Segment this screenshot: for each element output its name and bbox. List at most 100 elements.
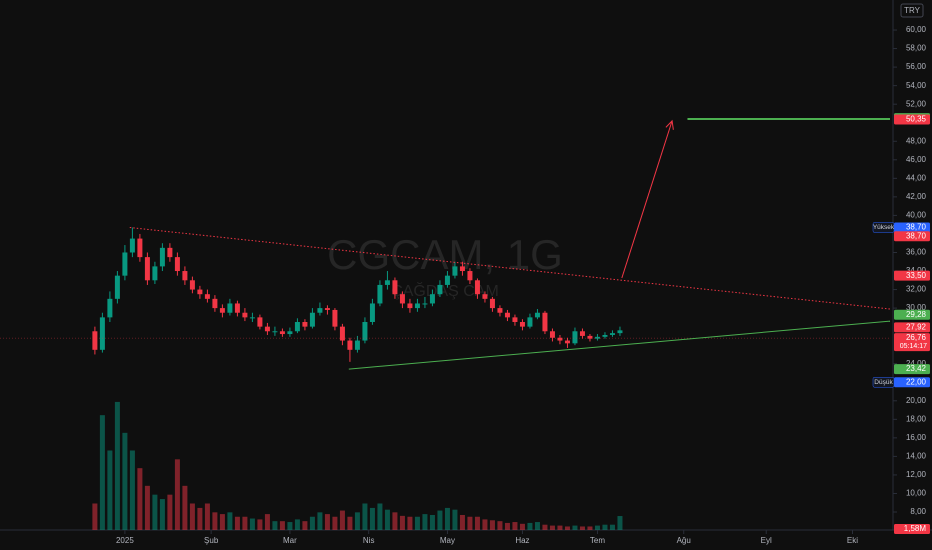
volume-bar — [437, 510, 443, 530]
price-badge-label: 29,28 — [906, 310, 927, 319]
price-tag-box — [872, 222, 895, 233]
volume-bar — [467, 516, 473, 530]
volume-bar — [579, 526, 585, 530]
volume-bar — [219, 514, 225, 530]
candle-body — [92, 331, 98, 350]
currency[interactable]: TRY — [904, 6, 921, 15]
candle-body — [377, 284, 383, 304]
volume-bar — [332, 516, 338, 530]
candle-body — [512, 317, 518, 323]
candle-body — [272, 331, 278, 333]
candle-body — [617, 330, 623, 334]
volume-bar — [452, 509, 458, 530]
volume-badge — [894, 524, 930, 534]
volume-bar — [279, 521, 285, 530]
volume-bar — [242, 516, 248, 530]
volume-bar — [347, 516, 353, 530]
volume-bar — [549, 525, 555, 530]
volume-bar — [144, 485, 150, 530]
y-tick-label: 54,00 — [906, 81, 927, 90]
candle-body — [557, 337, 563, 341]
volume-bar — [212, 512, 218, 530]
volume-bar — [429, 514, 435, 530]
candle-body — [257, 317, 263, 327]
volume-bar — [474, 516, 480, 530]
candle-body — [572, 331, 578, 344]
y-tick-label: 32,00 — [906, 285, 927, 294]
volume-bar — [489, 520, 495, 530]
x-tick-label: Şub — [204, 536, 219, 545]
candle-body — [174, 257, 180, 272]
volume-bar — [159, 499, 165, 530]
candle-body — [527, 317, 533, 327]
volume-bar — [129, 450, 135, 530]
volume-bar — [422, 514, 428, 530]
y-tick-label: 48,00 — [906, 136, 927, 145]
candle-body — [219, 308, 225, 313]
candle-body — [189, 280, 195, 290]
candle-body — [609, 333, 615, 335]
y-tick-label: 20,00 — [906, 396, 927, 405]
y-tick-label: 46,00 — [906, 155, 927, 164]
volume-bar — [609, 524, 615, 530]
candle-body — [339, 326, 345, 341]
price-badge — [894, 309, 930, 320]
volume-bar — [264, 514, 270, 530]
candle-body — [287, 331, 293, 335]
volume-bar — [362, 503, 368, 530]
volume-bar — [234, 516, 240, 530]
candle-body — [152, 266, 158, 281]
candle-body — [347, 340, 353, 350]
candle-body — [137, 238, 143, 258]
candle-body — [482, 294, 488, 299]
price-badge — [894, 322, 930, 333]
price-badge — [894, 222, 930, 233]
candle-body — [489, 298, 495, 309]
y-tick-label: 52,00 — [906, 99, 927, 108]
candle-body — [602, 334, 608, 337]
volume-bar — [294, 519, 300, 530]
volume-bar — [602, 524, 608, 530]
candle-body — [452, 266, 458, 276]
volume-bar — [497, 521, 503, 530]
candle-body — [212, 298, 218, 309]
volume-bar — [482, 519, 488, 530]
volume-bar — [354, 512, 360, 530]
candle-body — [534, 312, 540, 318]
candle-body — [122, 252, 128, 276]
volume-badge-label: 1,58M — [904, 524, 927, 533]
price-badge-label: 50,35 — [906, 115, 927, 124]
candle-body — [294, 322, 300, 332]
volume-bar — [399, 515, 405, 530]
volume-bar — [527, 522, 533, 530]
volume-bar — [182, 485, 188, 530]
volume-bar — [257, 519, 263, 530]
candle-body — [549, 331, 555, 338]
y-tick-label: 16,00 — [906, 433, 927, 442]
trend-line — [621, 120, 673, 279]
candle-body — [204, 294, 210, 299]
x-tick-label: Nis — [363, 536, 375, 545]
arrow-head — [665, 119, 674, 130]
price-badge-label: 38,70 — [906, 231, 927, 240]
volume-bar — [249, 518, 255, 530]
y-tick-label: 44,00 — [906, 173, 927, 182]
volume-bar — [512, 522, 518, 530]
currency-button[interactable] — [900, 3, 924, 18]
price-badge-label: 38,70 — [906, 223, 927, 232]
volume-bar — [414, 516, 420, 530]
price-tag: Düşük — [874, 379, 893, 386]
volume-bar — [287, 522, 293, 530]
volume-bar — [167, 494, 173, 530]
candle-body — [234, 303, 240, 313]
candle-body — [587, 335, 593, 339]
watermark-subtitle: ÇAĞDAŞ CAM — [391, 281, 499, 300]
y-tick-label: 30,00 — [906, 303, 927, 312]
y-tick-label: 36,00 — [906, 248, 927, 257]
volume-bar — [587, 526, 593, 530]
volume-bar — [444, 507, 450, 530]
price-tag-box — [872, 377, 895, 388]
candle-body — [437, 284, 443, 295]
